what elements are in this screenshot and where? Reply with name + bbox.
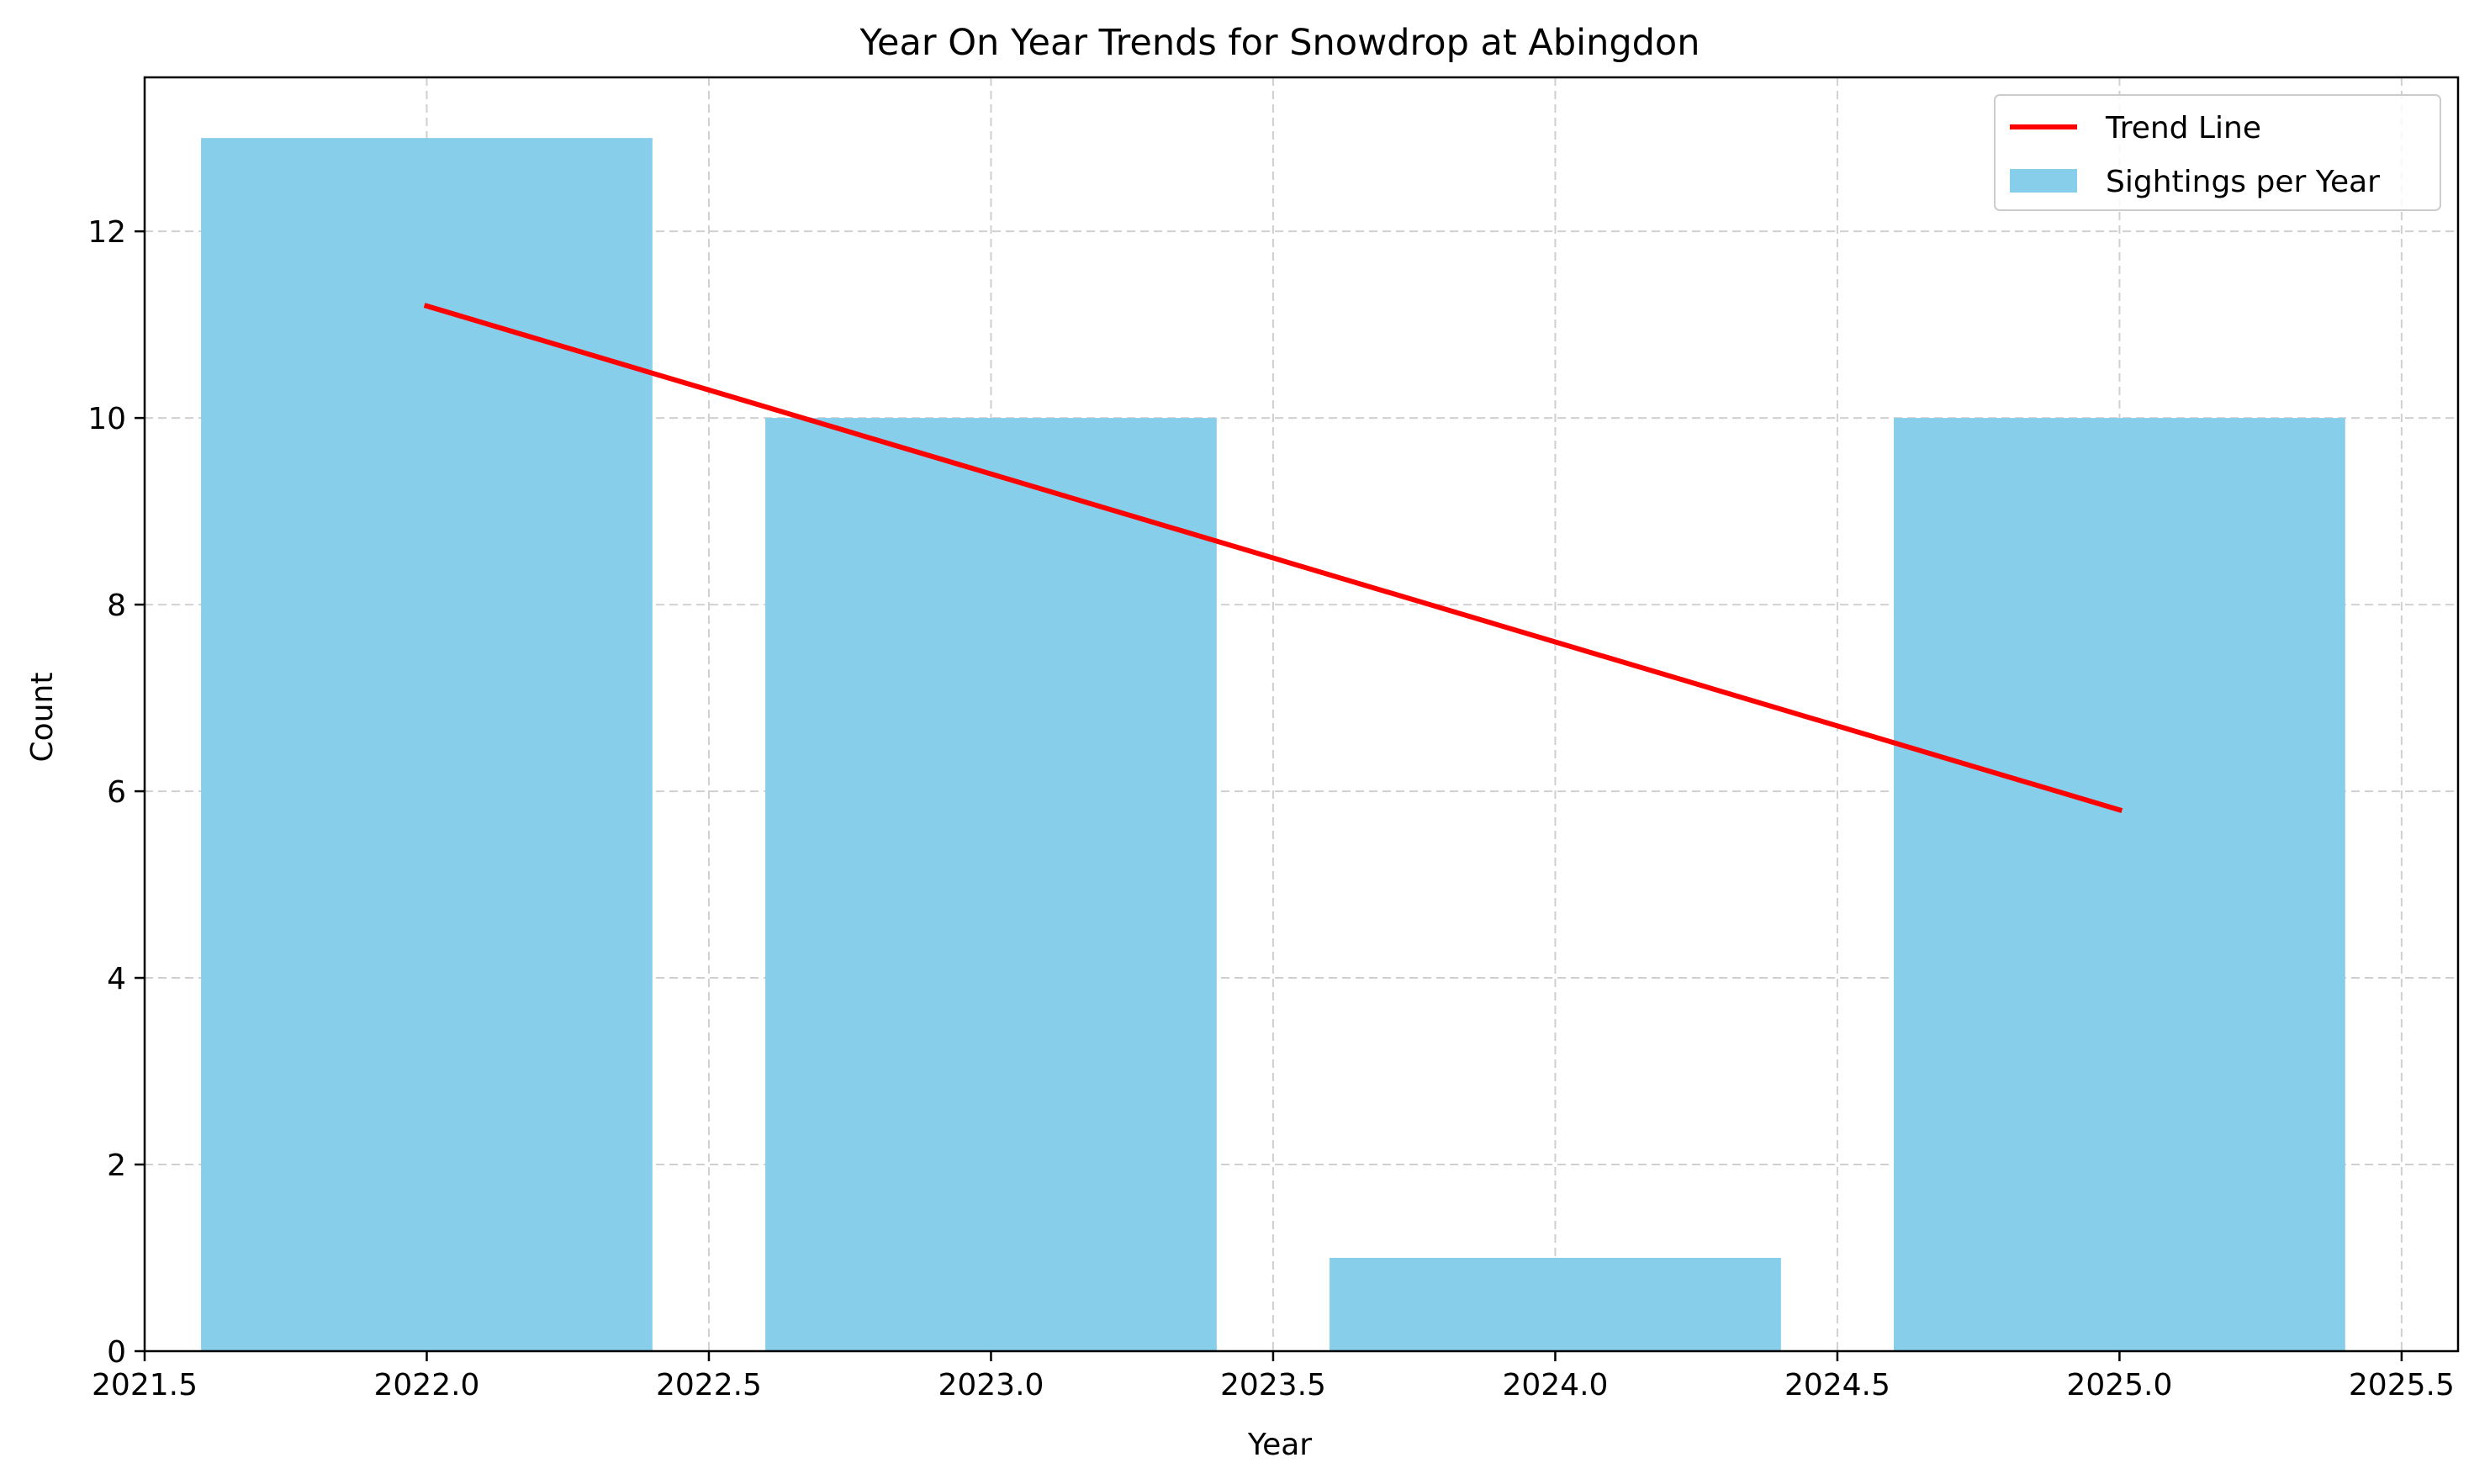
trend-line-layer	[423, 303, 2123, 813]
x-tick-label: 2022.0	[374, 1368, 480, 1402]
x-tick-label: 2025.0	[2066, 1368, 2172, 1402]
x-tick-label: 2024.0	[1502, 1368, 1608, 1402]
x-tick-label: 2024.5	[1784, 1368, 1890, 1402]
y-tick-label: 8	[107, 589, 126, 623]
y-axis-label: Count	[25, 673, 60, 763]
y-tick-label: 4	[107, 962, 126, 996]
x-axis-ticks: 2021.5 2022.0 2022.5 2023.0 2023.5 2024.0 2024…	[92, 1351, 2455, 1402]
x-axis-label: Year	[1247, 1428, 1312, 1462]
legend-label: Trend Line	[2105, 111, 2261, 145]
legend-box	[1994, 94, 2441, 211]
y-tick-label: 10	[87, 402, 126, 436]
x-tick-label: 2025.5	[2349, 1368, 2455, 1402]
legend: Trend Line Sightings per Year	[1994, 94, 2441, 211]
x-tick-label: 2022.5	[656, 1368, 762, 1402]
plot-frame	[143, 76, 2460, 1353]
y-tick-label: 0	[107, 1335, 126, 1370]
bar-2023	[765, 418, 1217, 1352]
bar-2025	[1894, 418, 2345, 1352]
bar-2022	[201, 138, 653, 1352]
chart-title: Year On Year Trends for Snowdrop at Abin…	[859, 22, 1700, 64]
legend-swatch-sightings	[2010, 169, 2077, 193]
bar-2024	[1330, 1258, 1781, 1351]
y-tick-label: 6	[107, 775, 126, 810]
bars	[201, 138, 2345, 1352]
legend-label: Sightings per Year	[2106, 165, 2380, 199]
y-tick-label: 2	[107, 1149, 126, 1183]
y-axis-ticks: 0 2 4 6 8 10 12	[87, 215, 145, 1370]
x-tick-label: 2023.5	[1220, 1368, 1326, 1402]
y-tick-label: 12	[87, 215, 126, 250]
trend-line	[423, 303, 2123, 813]
x-tick-label: 2021.5	[92, 1368, 198, 1402]
x-tick-label: 2023.0	[938, 1368, 1044, 1402]
